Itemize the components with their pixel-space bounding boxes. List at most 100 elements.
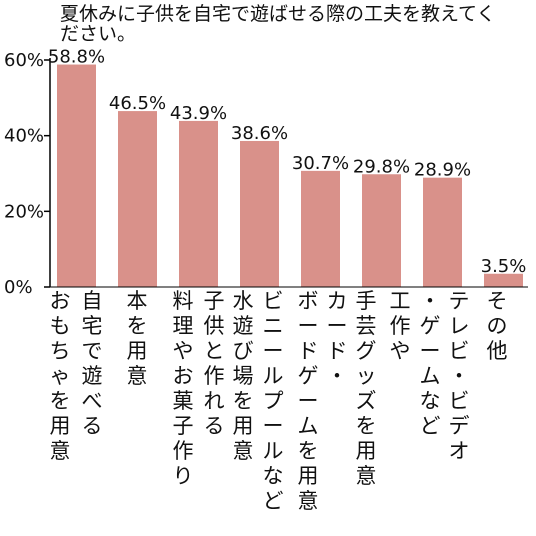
category-label-char: お (50, 289, 71, 313)
category-label-char: ビ (449, 389, 470, 413)
y-tick-label: 20% (4, 201, 44, 222)
category-label-char: り (173, 464, 194, 488)
category-label-char: る (82, 414, 103, 438)
category-label-char: ド (298, 339, 319, 363)
category-label-char: ー (298, 314, 319, 338)
category-label-char: 用 (298, 464, 319, 488)
category-label-char: ー (298, 389, 319, 413)
chart-title: 夏休みに子供を自宅で遊ばせる際の工夫を教えてください。 (60, 3, 496, 45)
category-label-char: ど (263, 489, 284, 513)
category-label-char: ッ (356, 364, 377, 388)
y-tick-label: 40% (4, 126, 44, 147)
category-label-char: を (127, 314, 148, 338)
data-label: 46.5% (109, 93, 166, 114)
bar (362, 174, 401, 287)
category-label-char: 子 (173, 414, 194, 438)
category-label-char: の (487, 314, 508, 338)
category-label-char: レ (449, 314, 470, 338)
category-label-char: 意 (233, 439, 254, 463)
category-label-char: 遊 (233, 314, 254, 338)
category-label-char: 用 (356, 439, 377, 463)
axis-layer: 0% 20% 40% 60% (4, 50, 528, 298)
category-label-char: ー (327, 314, 348, 338)
category-label-char: な (263, 464, 284, 488)
category-label-char: 手 (356, 289, 377, 313)
category-label-char: を (233, 389, 254, 413)
category-label-char: そ (487, 289, 508, 313)
category-label-char: ビ (449, 339, 470, 363)
category-label-char: グ (356, 339, 377, 363)
category-label-char: 場 (233, 364, 254, 388)
y-tick-label: 60% (4, 50, 44, 71)
category-label-char: 意 (127, 364, 148, 388)
category-label-char: れ (204, 389, 225, 413)
category-label-char: を (298, 439, 319, 463)
bar (423, 177, 462, 287)
category-label-char: と (204, 339, 225, 363)
category-label-char: 工 (390, 289, 411, 313)
category-label-char: ゲ (298, 364, 319, 388)
category-label-char: 用 (127, 339, 148, 363)
category-label-char: 供 (204, 314, 225, 338)
category-label-char: で (82, 339, 103, 363)
bar (301, 170, 340, 287)
data-label: 30.7% (292, 153, 349, 174)
category-label-char: 水 (233, 289, 254, 313)
category-label-char: テ (449, 289, 470, 313)
category-label-char: ど (420, 414, 441, 438)
category-label-char: 自 (82, 289, 103, 313)
data-label: 58.8% (48, 47, 105, 68)
data-label: 38.6% (231, 123, 288, 144)
category-label-char: デ (449, 414, 470, 438)
category-label-char: 子 (204, 289, 225, 313)
category-label-char: 用 (50, 414, 71, 438)
category-label-char: カ (327, 289, 348, 313)
category-label-char: ・ (327, 364, 348, 388)
category-label-char: な (420, 389, 441, 413)
category-label-char: や (173, 339, 194, 363)
category-label-char: ー (263, 339, 284, 363)
category-label-char: 理 (173, 314, 194, 338)
category-label-char: ゲ (420, 314, 441, 338)
category-label-char: ズ (356, 389, 377, 413)
category-label-char: ・ (449, 364, 470, 388)
category-label-char: 意 (298, 489, 319, 513)
data-label: 43.9% (170, 103, 227, 124)
bar (118, 111, 157, 287)
category-label-char: 用 (233, 414, 254, 438)
category-label-char: 芸 (356, 314, 377, 338)
category-label-char: を (356, 414, 377, 438)
category-label-char: べ (82, 389, 103, 413)
category-label-char: ニ (263, 314, 284, 338)
category-label-char: 料 (173, 289, 194, 313)
category-label-char: ・ (420, 289, 441, 313)
category-label-char: 宅 (82, 314, 103, 338)
category-label-char: る (204, 414, 225, 438)
category-label-char: も (50, 314, 71, 338)
category-label-char: ー (263, 414, 284, 438)
category-label-char: 作 (173, 439, 194, 463)
category-label-char: ル (263, 439, 284, 463)
category-label-char: 意 (356, 464, 377, 488)
category-label-char: 意 (50, 439, 71, 463)
category-label-char: 遊 (82, 364, 103, 388)
category-label-char: を (50, 389, 71, 413)
category-label-char: 他 (487, 339, 508, 363)
category-label-char: 菓 (173, 389, 194, 413)
category-label-char: 作 (204, 364, 225, 388)
category-label-char: ル (263, 364, 284, 388)
bars-layer (57, 64, 523, 287)
category-label-char: び (233, 339, 254, 363)
category-label-char: オ (449, 439, 470, 463)
data-label: 28.9% (414, 160, 471, 181)
bar (179, 120, 218, 287)
category-label-char: 本 (127, 289, 148, 313)
bar (57, 64, 96, 287)
category-label-char: ー (420, 339, 441, 363)
category-label-char: ビ (263, 289, 284, 313)
category-label-char: ボ (298, 289, 319, 313)
data-label: 29.8% (353, 156, 410, 177)
category-label-char: ム (298, 414, 319, 438)
labels-layer: 58.8% 46.5% 43.9%38.6%30.7% 29.8% 28.9% 3.5% 自… (48, 47, 526, 513)
